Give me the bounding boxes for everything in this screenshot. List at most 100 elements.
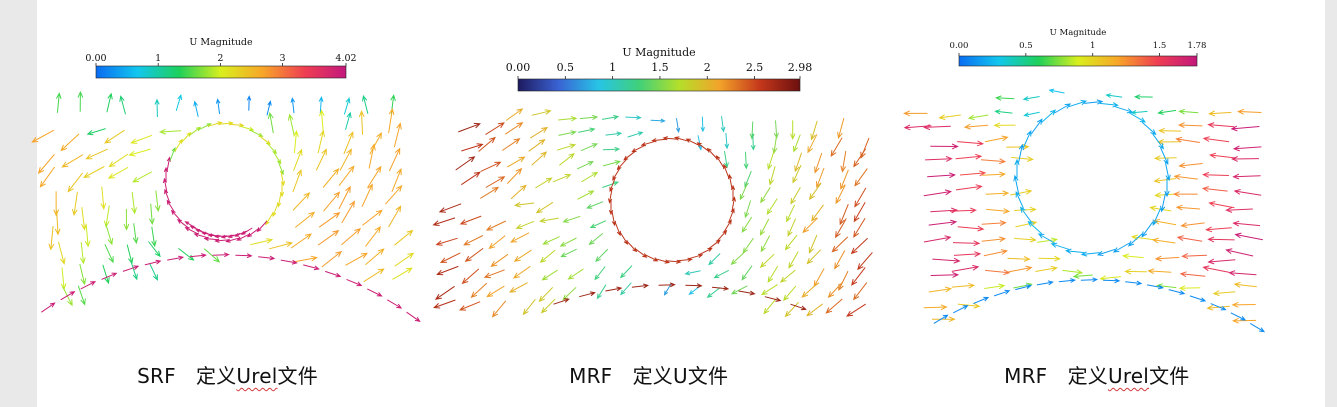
velocity-arrow	[955, 153, 983, 160]
wall-arrow	[144, 259, 162, 266]
velocity-arrow	[463, 235, 484, 246]
velocity-arrow	[83, 166, 105, 178]
velocity-arrow	[432, 217, 456, 226]
velocity-arrow	[515, 220, 535, 229]
velocity-arrow	[1124, 268, 1147, 275]
velocity-arrow	[478, 136, 496, 152]
velocity-arrow	[368, 143, 376, 169]
velocity-arrow	[132, 171, 152, 183]
velocity-arrow	[84, 224, 91, 248]
velocity-arrow	[923, 235, 952, 243]
velocity-arrow	[104, 244, 114, 264]
velocity-arrow	[365, 226, 382, 247]
velocity-arrow	[744, 200, 752, 219]
velocity-arrow	[367, 165, 382, 188]
colorbar-tick-label: 0.5	[1019, 41, 1033, 51]
wall-arrow	[387, 299, 403, 309]
velocity-arrow	[1232, 220, 1261, 227]
mrf-urel-vector-plot: U Magnitude 0.00 0.5 1 1.5 1.78	[903, 0, 1272, 333]
velocity-arrow	[980, 158, 1007, 165]
velocity-arrow	[854, 187, 867, 208]
velocity-arrow	[203, 248, 221, 263]
velocity-arrow	[365, 248, 385, 266]
velocity-arrow	[957, 225, 985, 232]
velocity-arrow	[620, 282, 632, 296]
velocity-arrow	[54, 210, 61, 236]
velocity-arrow	[1062, 269, 1084, 275]
velocity-arrow	[684, 270, 701, 276]
wall-arrow	[685, 283, 703, 289]
velocity-arrow	[343, 97, 351, 115]
blade-arrow	[655, 258, 670, 264]
colorbar-tick-label: 3	[280, 53, 286, 64]
wall-arrow	[764, 296, 782, 302]
blade-arrow	[623, 150, 636, 161]
velocity-arrow	[528, 138, 546, 152]
velocity-arrow	[48, 226, 55, 251]
velocity-arrow	[744, 171, 752, 188]
velocity-arrow	[438, 203, 462, 213]
velocity-arrow	[322, 168, 340, 188]
velocity-arrow	[952, 240, 981, 247]
velocity-arrow	[854, 168, 868, 187]
velocity-arrow	[85, 148, 108, 160]
wall-arrow	[346, 278, 363, 287]
velocity-arrow	[459, 215, 482, 225]
velocity-arrow	[1181, 253, 1207, 259]
wall-arrow	[280, 259, 298, 265]
blade-arrow	[612, 167, 621, 181]
velocity-arrow	[1212, 290, 1236, 297]
velocity-arrow	[786, 204, 796, 223]
velocity-arrow	[763, 298, 777, 315]
blade-arrow	[1068, 100, 1088, 108]
velocity-arrow	[539, 217, 559, 224]
blade-arrow	[716, 229, 728, 242]
velocity-arrow	[485, 220, 507, 231]
blade-arrow	[1152, 133, 1165, 150]
blade-arrow	[706, 147, 718, 160]
velocity-arrow	[461, 143, 484, 152]
velocity-arrow	[697, 135, 703, 151]
velocity-arrow	[927, 172, 956, 179]
colorbar-tick-label: 0.5	[557, 61, 575, 74]
velocity-arrow	[1048, 88, 1065, 94]
velocity-arrow	[792, 164, 802, 184]
wall-arrow	[993, 289, 1011, 297]
velocity-arrow	[530, 126, 549, 139]
srf-vector-plot: U Magnitude 0.00 1 2 3 4.02	[31, 0, 421, 330]
velocity-arrow	[1157, 127, 1182, 134]
velocity-arrow	[1233, 281, 1257, 288]
velocity-arrow	[700, 116, 705, 133]
velocity-arrow	[559, 237, 577, 247]
velocity-arrow	[814, 152, 823, 174]
vector-field	[903, 88, 1266, 333]
blade-arrow	[723, 219, 732, 233]
wall-arrow	[41, 302, 56, 313]
blade-arrow	[266, 142, 278, 155]
velocity-arrow	[362, 94, 369, 114]
velocity-arrow	[485, 176, 506, 188]
velocity-arrow	[151, 226, 157, 248]
wall-arrow	[235, 253, 253, 259]
velocity-arrow	[339, 148, 352, 171]
velocity-arrow	[801, 283, 818, 298]
blade-arrow	[1018, 143, 1024, 163]
velocity-arrow	[581, 171, 599, 183]
wall-arrow	[712, 285, 730, 291]
wall-arrow	[1036, 280, 1054, 286]
caption-text-end: 文件	[277, 364, 318, 388]
velocity-arrow	[128, 148, 151, 157]
blade-arrow	[1030, 118, 1043, 135]
velocity-arrow	[108, 153, 129, 168]
velocity-arrow	[586, 201, 604, 209]
blade-arrow	[651, 138, 667, 143]
blade-arrow	[265, 212, 274, 226]
velocity-arrow	[577, 190, 595, 200]
velocity-arrow	[741, 216, 753, 233]
velocity-arrow	[292, 169, 302, 193]
blade-arrow	[727, 173, 733, 189]
velocity-arrow	[540, 298, 556, 314]
velocity-arrow	[53, 191, 60, 217]
velocity-arrow	[126, 244, 134, 265]
velocity-arrow	[154, 98, 160, 118]
